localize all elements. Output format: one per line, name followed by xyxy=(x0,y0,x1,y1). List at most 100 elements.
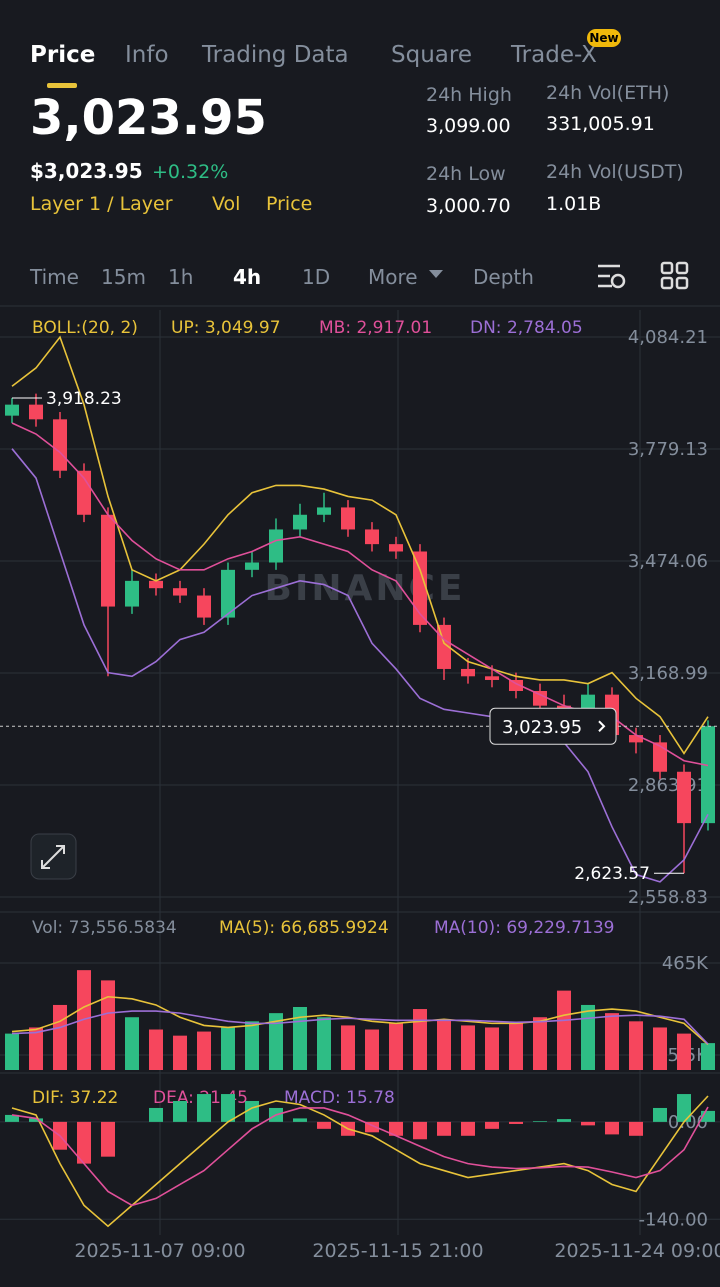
macd-bar xyxy=(557,1119,571,1122)
current-price-box[interactable] xyxy=(489,707,617,745)
volume-bar xyxy=(605,1013,619,1070)
candle-body xyxy=(29,404,43,420)
stat-label: 24h Vol(USDT) xyxy=(546,161,684,183)
macd-bar xyxy=(365,1121,379,1133)
tab[interactable]: Info xyxy=(125,42,169,68)
stat-value: 3,000.70 xyxy=(426,195,511,217)
x-date: 2025-11-24 09:00 xyxy=(554,1240,720,1262)
macd-bar xyxy=(221,1094,235,1122)
macd-bar xyxy=(77,1121,91,1164)
indicator-line xyxy=(11,1010,709,1045)
volume-bar xyxy=(221,1027,235,1070)
legend: BOLL:(20, 2) xyxy=(32,318,138,338)
tag[interactable]: Vol xyxy=(212,193,240,215)
indicator-line xyxy=(11,1095,709,1228)
x-date: 2025-11-15 21:00 xyxy=(312,1240,483,1262)
tab[interactable]: Trading Data xyxy=(201,42,349,68)
macd-bar xyxy=(437,1121,451,1136)
timeframe[interactable]: 1D xyxy=(302,265,330,289)
macd-bar xyxy=(389,1121,403,1136)
volume-bar xyxy=(485,1027,499,1070)
low-label: 2,623.57 xyxy=(574,864,650,884)
expand-button[interactable] xyxy=(30,833,77,880)
macd-bar xyxy=(677,1094,691,1122)
price-usd: $3,023.95 xyxy=(30,159,143,183)
candle-body xyxy=(701,726,715,824)
candle-body xyxy=(317,507,331,515)
candle-body xyxy=(149,580,163,589)
y-tick-label: 2,863.91 xyxy=(628,775,708,796)
volume-bar xyxy=(581,1004,595,1070)
macd-bar xyxy=(701,1110,715,1122)
candle-body xyxy=(173,588,187,596)
candle-body xyxy=(53,419,67,471)
volume-bar xyxy=(29,1027,43,1070)
candle-body xyxy=(269,529,283,563)
timeframe[interactable]: Depth xyxy=(473,265,534,289)
volume-bar xyxy=(437,1019,451,1070)
tag[interactable]: Price xyxy=(266,193,312,215)
tab[interactable]: Square xyxy=(391,42,472,68)
candle-body xyxy=(125,580,139,607)
macd-bar xyxy=(509,1121,523,1124)
volume-bar xyxy=(197,1031,211,1070)
legend: Vol: 73,556.5834 xyxy=(32,918,177,938)
timeframe[interactable]: 4h xyxy=(233,265,261,289)
y-tick-label: 2,558.83 xyxy=(628,887,708,908)
tab[interactable]: Trade-X xyxy=(510,42,597,68)
dropdown-arrow xyxy=(429,270,443,278)
stat-value: 3,099.00 xyxy=(426,115,511,137)
tab[interactable]: Price xyxy=(30,42,95,68)
macd-bar xyxy=(461,1121,475,1136)
volume-bar xyxy=(653,1027,667,1070)
indicator-line xyxy=(11,335,709,755)
volume-bar xyxy=(149,1029,163,1070)
volume-bar xyxy=(53,1004,67,1070)
y-tick-label: 3,474.06 xyxy=(628,551,708,572)
volume-bar xyxy=(461,1025,475,1070)
stat-label: 24h Low xyxy=(426,163,506,185)
layout-icon[interactable] xyxy=(660,261,689,290)
price-change: +0.32% xyxy=(152,161,228,183)
tag[interactable]: Layer 1 / Layer xyxy=(30,193,173,215)
volume-bar xyxy=(509,1023,523,1070)
volume-bar xyxy=(557,990,571,1070)
volume-bar xyxy=(293,1006,307,1070)
volume-bar xyxy=(317,1017,331,1070)
candle-body xyxy=(197,595,211,618)
volume-bar xyxy=(5,1033,19,1070)
candle-body xyxy=(653,742,667,772)
candle-body xyxy=(629,735,643,743)
legend: DIF: 37.22 xyxy=(32,1088,118,1108)
timeframe[interactable]: More xyxy=(368,265,418,289)
candle-body xyxy=(461,668,475,677)
macd-bar xyxy=(413,1121,427,1140)
candle-body xyxy=(533,690,547,706)
candle-body xyxy=(413,551,427,625)
volume-bar xyxy=(533,1017,547,1070)
volume-bar xyxy=(413,1009,427,1070)
volume-bar xyxy=(125,1017,139,1070)
new-badge-text: New xyxy=(589,31,618,45)
legend: DN: 2,784.05 xyxy=(470,318,583,338)
timeframe[interactable]: 1h xyxy=(168,265,193,289)
timeframe[interactable]: Time xyxy=(29,265,79,289)
stat-value: 1.01B xyxy=(546,193,601,215)
legend: MA(10): 69,229.7139 xyxy=(434,918,614,938)
y-tick-label: -140.00 xyxy=(639,1209,708,1230)
chart-settings-icon[interactable] xyxy=(598,264,626,289)
volume-bar xyxy=(677,1033,691,1070)
volume-bar xyxy=(173,1035,187,1070)
high-label: 3,918.23 xyxy=(46,389,122,409)
legend: MACD: 15.78 xyxy=(284,1088,395,1108)
macd-bar xyxy=(629,1121,643,1136)
candle-body xyxy=(101,514,115,607)
volume-bar xyxy=(365,1029,379,1070)
volume-bar xyxy=(101,980,115,1070)
candle-body xyxy=(365,529,379,545)
volume-bar xyxy=(269,1013,283,1070)
macd-bar xyxy=(101,1121,115,1157)
timeframe[interactable]: 15m xyxy=(101,265,146,289)
